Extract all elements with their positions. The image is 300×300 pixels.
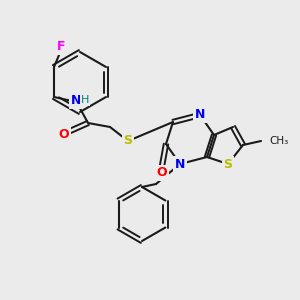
Text: O: O bbox=[157, 167, 167, 179]
Text: H: H bbox=[81, 95, 89, 105]
Text: N: N bbox=[195, 109, 205, 122]
Text: CH₃: CH₃ bbox=[269, 136, 288, 146]
Text: F: F bbox=[57, 40, 65, 53]
Text: N: N bbox=[175, 158, 185, 170]
Text: S: S bbox=[224, 158, 232, 170]
Text: S: S bbox=[124, 134, 133, 148]
Text: O: O bbox=[59, 128, 69, 142]
Text: N: N bbox=[71, 94, 81, 107]
